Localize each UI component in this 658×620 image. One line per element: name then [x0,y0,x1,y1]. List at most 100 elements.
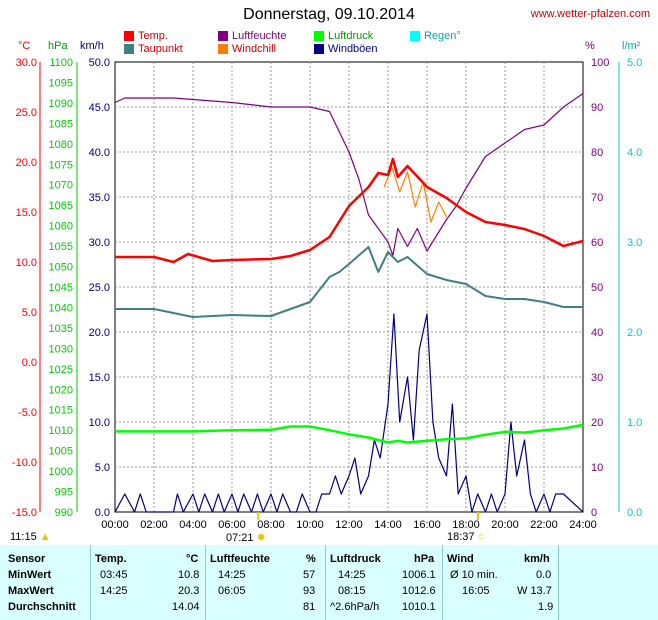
y-tick-pressure: 1025 [49,364,73,376]
stats-header-wind-unit: km/h [524,553,550,565]
y-tick-pressure: 1075 [49,159,73,171]
sunrise-time: 07:21 [226,532,254,544]
legend-swatch-windchill [218,44,228,54]
legend-label-rain: Regen° [424,30,461,42]
y-tick-pressure: 1050 [49,262,73,274]
y-tick-temp: 20.0 [16,157,37,169]
y-tick-pressure: 995 [55,487,73,499]
stats-cell: 0.0 [536,569,552,581]
unit-humidity: % [585,40,595,52]
stats-panel: Sensor Temp. °C Luftfeuchte % Luftdruck … [0,545,658,620]
y-tick-temp: 30.0 [16,57,37,69]
sunrise-label: 07:21 ✹ [226,531,266,544]
x-tick-label: 00:00 [101,519,129,531]
stats-cell: 14:25 [100,585,128,597]
series-line-luftfeuchte [114,93,584,257]
site-link[interactable]: www.wetter-pfalzen.com [530,8,650,20]
y-tick-temp: -15.0 [12,507,37,519]
stats-header-pressure-unit: hPa [414,553,435,565]
stats-cell: 57 [303,569,316,581]
stats-row-label: MinWert [8,569,52,581]
moonrise-label: 11:15 ▲ [10,531,51,543]
legend-label-temp: Temp. [138,30,168,42]
stats-cell: 16:05 [462,585,490,597]
y-tick-temp: 0.0 [22,357,37,369]
y-tick-pressure: 1045 [49,282,73,294]
y-tick-rain: 0.0 [627,507,642,519]
x-tick-label: 10:00 [296,519,324,531]
stats-cell: 1.9 [538,601,554,613]
y-tick-pressure: 1000 [49,466,73,478]
legend-item-gusts: Windböen [314,43,378,55]
y-tick-humidity: 90 [591,102,603,114]
series-line-temp [115,157,584,264]
y-tick-humidity: 50 [591,282,603,294]
x-tick-label: 04:00 [179,519,207,531]
y-tick-wind: 5.0 [95,462,110,474]
y-tick-wind: 0.0 [95,507,110,519]
stats-cell: 93 [303,585,316,597]
stats-cell: 20.3 [178,585,200,597]
y-tick-rain: 5.0 [627,57,642,69]
y-tick-pressure: 1090 [49,98,73,110]
y-tick-humidity: 100 [591,57,609,69]
stats-cell: 14.04 [172,601,200,613]
y-tick-temp: 10.0 [16,257,37,269]
legend-item-dewpoint: Taupunkt [124,43,183,55]
stats-header-pressure: Luftdruck [330,553,381,565]
y-tick-humidity: 10 [591,462,603,474]
legend-swatch-rain [410,31,420,41]
y-tick-rain: 2.0 [627,327,642,339]
unit-rain: l/m² [622,40,641,52]
y-tick-humidity: 60 [591,237,603,249]
y-tick-pressure: 1070 [49,180,73,192]
y-tick-pressure: 1035 [49,323,73,335]
legend-label-pressure: Luftdruck [328,30,374,42]
y-tick-rain: 3.0 [627,237,642,249]
y-tick-wind: 50.0 [89,57,110,69]
stats-row-label: MaxWert [8,585,54,597]
y-tick-wind: 30.0 [89,237,110,249]
legend-label-gusts: Windböen [328,43,378,55]
stats-cell: 08:15 [338,585,366,597]
stats-cell: 1012.6 [402,585,436,597]
y-tick-humidity: 20 [591,417,603,429]
y-tick-temp: 5.0 [22,307,37,319]
stats-header-sensor: Sensor [8,553,46,565]
stats-divider [325,545,326,620]
y-tick-wind: 40.0 [89,147,110,159]
unit-pressure: hPa [48,40,68,52]
stats-cell: ^2.6hPa/h [330,601,380,613]
series-line-windchill [383,166,448,223]
legend-label-dewpoint: Taupunkt [138,43,183,55]
legend-swatch-gusts [314,44,324,54]
stats-cell: 10.8 [178,569,200,581]
y-tick-temp: -5.0 [18,407,37,419]
stats-cell: W 13.7 [517,585,552,597]
stats-header-wind: Wind [447,553,474,565]
legend-label-windchill: Windchill [232,43,277,55]
y-tick-wind: 10.0 [89,417,110,429]
x-tick-label: 12:00 [335,519,363,531]
y-tick-pressure: 1085 [49,118,73,130]
y-tick-wind: 25.0 [89,282,110,294]
stats-cell: 14:25 [338,569,366,581]
y-tick-temp: -10.0 [12,457,37,469]
legend-swatch-temp [124,31,134,41]
series-line-luftdruck [115,423,584,444]
x-tick-label: 22:00 [530,519,558,531]
x-tick-label: 16:00 [413,519,441,531]
y-tick-pressure: 1095 [49,77,73,89]
sun-icon: ✹ [256,532,266,544]
legend-item-windchill: Windchill [218,43,276,55]
moon-icon: ▲ [39,531,51,543]
y-tick-humidity: 30 [591,372,603,384]
series-line-windben [114,313,584,513]
stats-header-temp: Temp. [95,553,127,565]
stats-divider [205,545,206,620]
stats-cell: 06:05 [218,585,246,597]
x-tick-label: 06:00 [218,519,246,531]
y-tick-wind: 45.0 [89,102,110,114]
stats-header-temp-unit: °C [186,553,199,565]
stats-row-label: Durchschnitt [8,601,76,613]
